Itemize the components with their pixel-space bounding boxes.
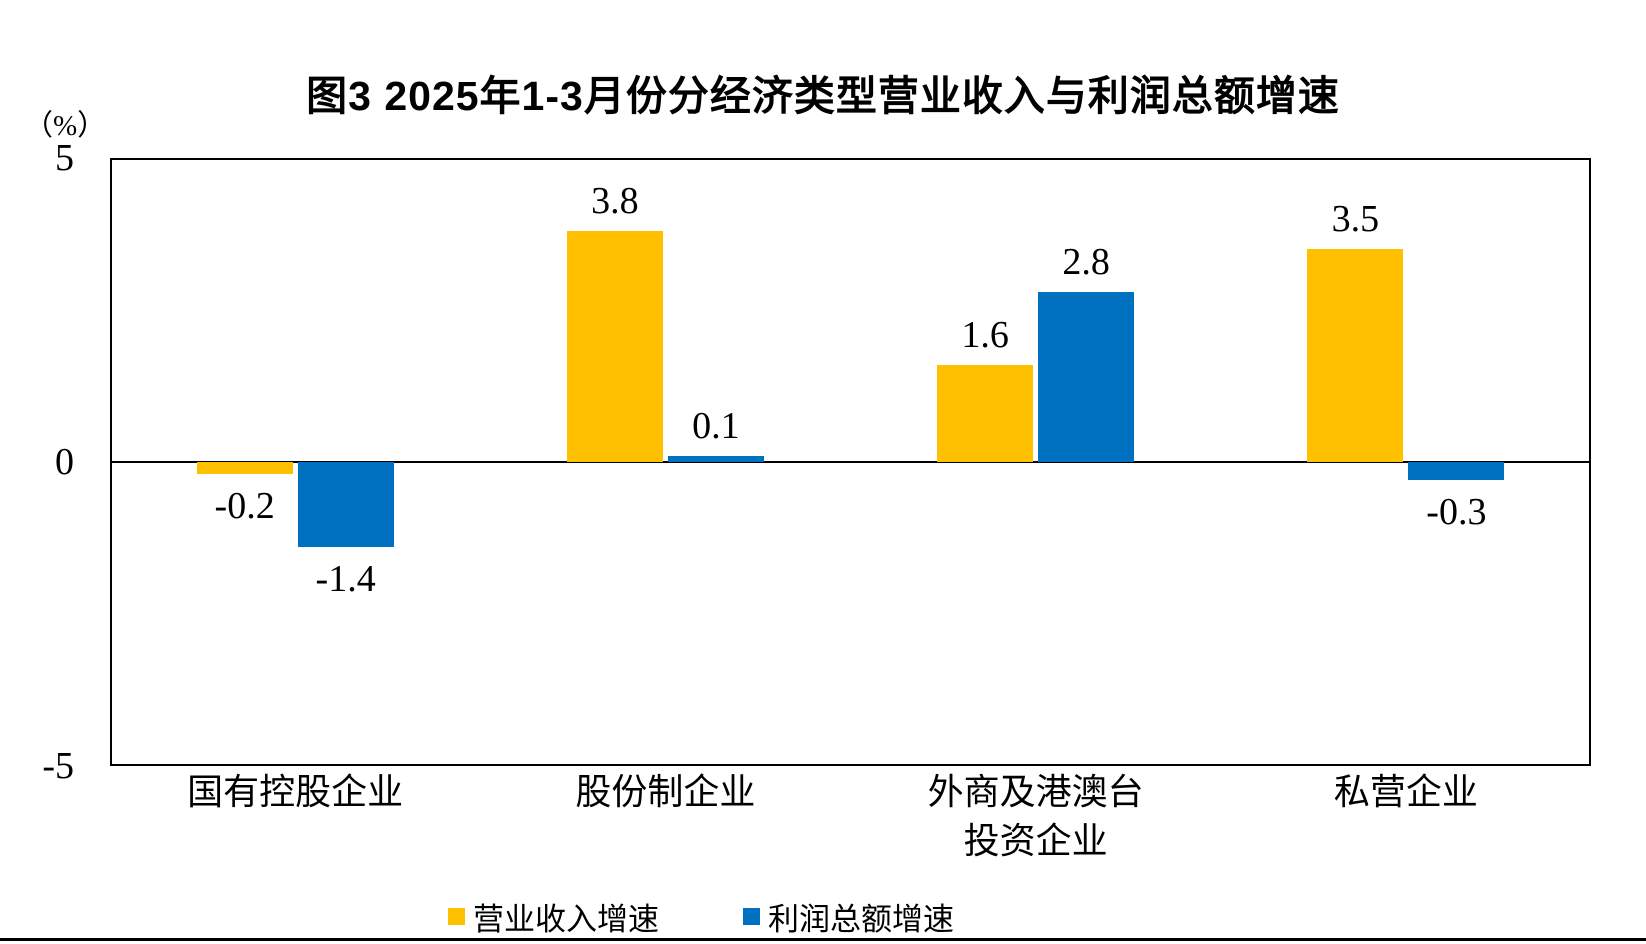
y-axis-tick-label: 5 [55,137,74,179]
legend-swatch-icon [743,908,760,925]
data-label: 0.1 [692,404,740,447]
bar-利润总额增速-国有控股企业 [297,462,394,548]
chart-title: 图3 2025年1-3月份分经济类型营业收入与利润总额增速 [306,73,1340,119]
legend-label: 利润总额增速 [768,902,954,937]
bar-营业收入增速-外商及港澳台 [937,364,1034,462]
data-label: 1.6 [961,313,1009,356]
data-label: -0.3 [1426,491,1487,534]
category-label: 股份制企业 [575,772,756,812]
legend: 营业收入增速 利润总额增速 [448,894,954,939]
bar-营业收入增速-股份制企业 [566,230,663,462]
bar-营业收入增速-私营企业 [1307,249,1404,462]
bar-利润总额增速-私营企业 [1408,462,1505,481]
data-label: -0.2 [214,485,275,528]
category-label: 外商及港澳台 投资企业 [927,772,1144,861]
category-label: 国有控股企业 [187,772,404,812]
legend-swatch-icon [448,908,465,925]
y-axis-tick-label: 0 [55,441,74,483]
category-label: 私营企业 [1333,772,1478,812]
zero-axis-line [110,461,1591,463]
legend-label: 营业收入增速 [473,902,659,937]
data-label: 3.5 [1331,198,1380,241]
bar-营业收入增速-国有控股企业 [196,462,293,475]
data-label: -1.4 [315,558,376,601]
bar-利润总额增速-外商及港澳台 [1038,291,1135,462]
data-label: 3.8 [591,179,639,222]
data-label: 2.8 [1062,240,1110,283]
legend-item: 利润总额增速 [743,894,954,939]
bottom-divider-line [0,938,1646,941]
legend-item: 营业收入增速 [448,894,659,939]
y-axis-tick-label: -5 [42,745,74,787]
bar-利润总额增速-股份制企业 [667,455,764,462]
y-axis-unit-label: （%） [24,110,107,142]
